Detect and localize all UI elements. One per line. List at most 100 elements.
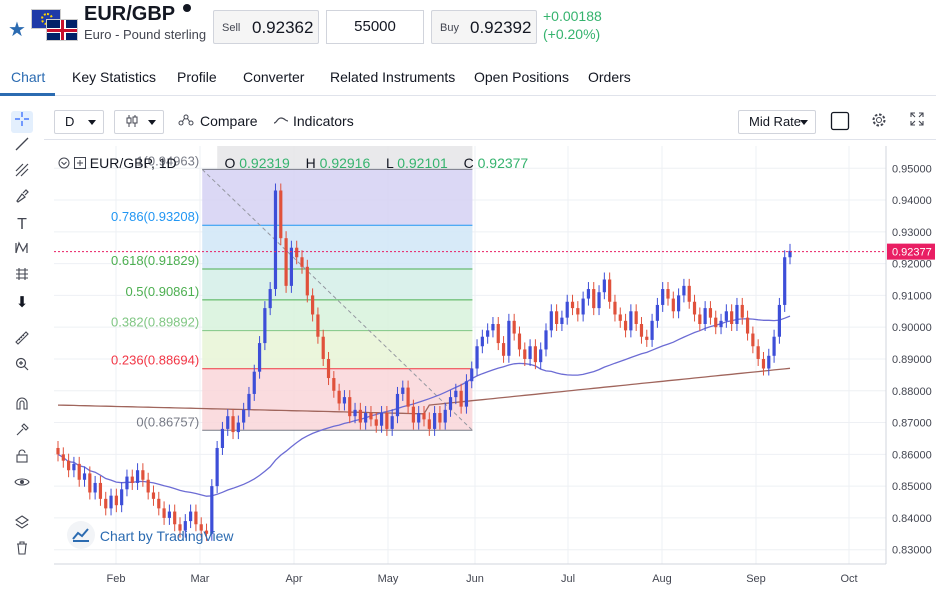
candle-body [151, 492, 156, 499]
prediction-icon[interactable] [11, 266, 33, 288]
candle-body [353, 409, 357, 417]
tab-profile[interactable]: Profile [177, 69, 217, 85]
indicators-button[interactable]: Indicators [293, 113, 354, 129]
lock-drawing-icon[interactable] [11, 422, 33, 444]
legend-open: 0.92319 [239, 155, 290, 171]
eye-icon[interactable] [11, 474, 33, 496]
crosshair-icon[interactable] [11, 111, 33, 133]
candle-body [252, 371, 256, 394]
candle-body [703, 308, 707, 325]
price-axis-tick: 0.95000 [892, 163, 932, 175]
candle-body [284, 238, 288, 286]
trash-icon[interactable] [11, 540, 33, 562]
candle-body [629, 311, 633, 331]
candle-body [379, 413, 384, 426]
interval-select[interactable]: D [54, 110, 104, 134]
sell-button[interactable]: Sell 0.92362 [213, 10, 319, 44]
legend-low-label: L [386, 155, 394, 171]
time-axis-tick: Jul [561, 573, 575, 585]
candle-body [570, 301, 575, 309]
collapse-legend-icon[interactable] [58, 155, 74, 171]
candle-body [639, 324, 644, 337]
candle-body [247, 393, 251, 410]
candle-body [671, 298, 675, 312]
chart-legend: EUR/GBP, 1D O 0.92319 H 0.92916 L 0.9210… [58, 155, 528, 171]
gear-icon[interactable] [871, 112, 887, 132]
candle-body [316, 314, 320, 337]
fib-zone [202, 169, 473, 226]
candle-body [618, 314, 622, 321]
pitchfork-icon[interactable] [11, 162, 33, 184]
candle-body [549, 311, 553, 331]
tab-open-positions[interactable]: Open Positions [474, 69, 569, 85]
candles-icon [125, 114, 139, 129]
magnet-icon[interactable] [11, 396, 33, 418]
instrument-symbol: EUR/GBP [84, 3, 176, 25]
price-axis-tick: 0.92000 [892, 259, 932, 271]
trendline-icon[interactable] [11, 136, 33, 158]
tab-chart[interactable]: Chart [11, 69, 46, 85]
instrument-tabs: Chart Key Statistics Profile Converter R… [0, 56, 936, 96]
candle-body [125, 476, 129, 490]
candle-body [311, 295, 315, 315]
fib-zone-top [217, 146, 473, 170]
candle-body [135, 470, 140, 483]
tab-related-instruments[interactable]: Related Instruments [330, 69, 456, 85]
candle-body [146, 479, 150, 493]
brush-icon[interactable] [11, 188, 33, 210]
fib-level-label: 0.382(0.89892) [111, 315, 199, 330]
active-tab-indicator [0, 93, 55, 96]
candle-body [767, 355, 771, 369]
tab-key-statistics[interactable]: Key Statistics [72, 69, 157, 85]
candle-body [199, 524, 203, 531]
candle-body [67, 460, 71, 471]
price-chart[interactable]: 1(0.94963) 0.786(0.93208) 0.618(0.91829) 0.… [54, 146, 936, 592]
tab-converter[interactable]: Converter [243, 69, 305, 85]
candle-body [173, 511, 177, 525]
arrow-down-icon[interactable]: ⬇ [15, 294, 29, 311]
candle-body [555, 311, 559, 325]
layers-icon[interactable] [11, 514, 33, 536]
quantity-input[interactable]: 55000 [326, 10, 424, 44]
candle-body [358, 409, 362, 423]
candle-body [204, 530, 209, 534]
candle-body [77, 463, 81, 480]
text-icon[interactable]: T [17, 216, 27, 233]
compare-button[interactable]: Compare [200, 113, 258, 129]
candle-body [401, 387, 405, 394]
candle-body [507, 320, 511, 356]
zoom-in-icon[interactable] [11, 356, 33, 378]
candle-body [374, 419, 378, 426]
favorite-star-icon[interactable]: ★ [8, 19, 26, 41]
price-type-select[interactable]: Mid Rate [738, 110, 816, 134]
lock-icon[interactable] [11, 448, 33, 470]
fullscreen-icon[interactable] [910, 112, 924, 130]
candle-body [289, 247, 293, 286]
buy-button[interactable]: Buy 0.92392 [431, 10, 537, 44]
instrument-name: Euro - Pound sterling [84, 27, 207, 42]
fib-level-label: 0.236(0.88694) [111, 353, 199, 368]
chart-type-select[interactable] [114, 110, 164, 134]
tab-orders[interactable]: Orders [588, 69, 631, 85]
snapshot-icon[interactable] [830, 111, 850, 135]
candle-body [295, 247, 299, 258]
candle-body [666, 289, 670, 299]
candle-body [443, 409, 447, 423]
candle-body [523, 349, 527, 359]
candle-body [745, 317, 750, 334]
candle-body [496, 324, 500, 344]
legend-low: 0.92101 [397, 155, 448, 171]
instrument-header: ★ EUR/GBP Euro - Pound sterling Sell 0.9… [0, 0, 936, 56]
pattern-icon[interactable] [11, 240, 33, 262]
compare-icon[interactable] [178, 112, 194, 132]
chevron-down-icon [800, 120, 808, 125]
chart-canvas[interactable]: 1(0.94963) 0.786(0.93208) 0.618(0.91829) 0.… [54, 146, 936, 592]
candle-body [687, 285, 691, 302]
add-symbol-icon[interactable] [73, 155, 90, 171]
fib-zone [202, 269, 473, 300]
ruler-icon[interactable] [11, 330, 33, 352]
tradingview-watermark[interactable]: Chart by TradingView [66, 520, 233, 550]
indicators-icon[interactable] [273, 112, 289, 132]
candle-body [751, 333, 755, 347]
candle-body [724, 311, 728, 321]
